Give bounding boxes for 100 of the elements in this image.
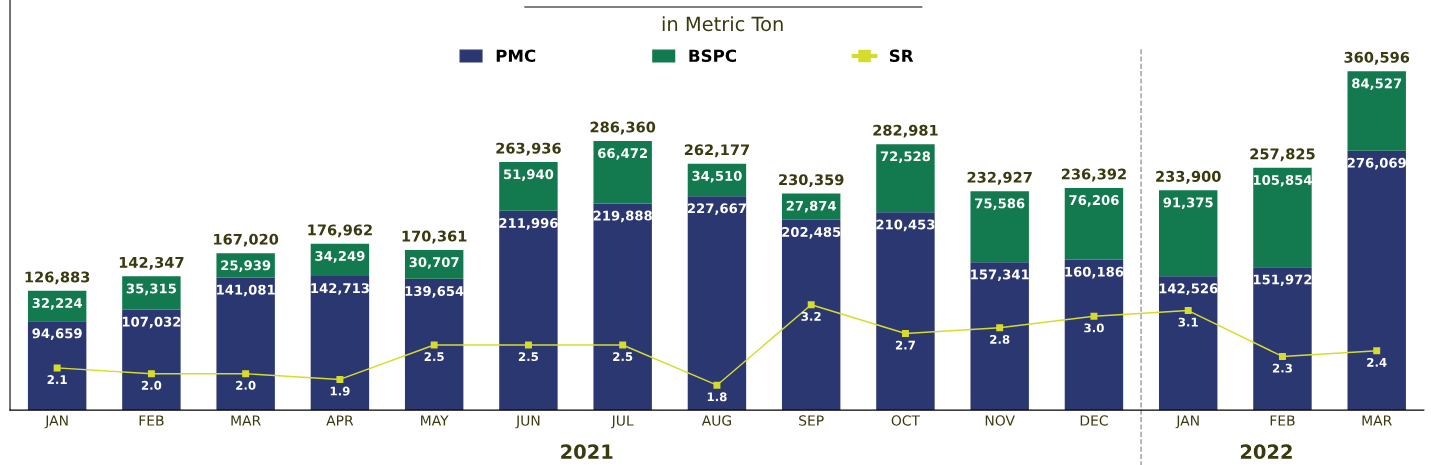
x-tick-label: MAR: [1362, 415, 1392, 426]
legend-label: BSPC: [689, 49, 736, 63]
x-tick-label: OCT: [891, 415, 921, 426]
x-tick-label: SEP: [799, 415, 824, 426]
total-label: 167,020: [214, 233, 279, 247]
bar: [122, 276, 181, 310]
data-label: 27,874: [786, 200, 837, 213]
total-label: 257,825: [1250, 148, 1315, 162]
point: [430, 341, 438, 349]
bar: [122, 309, 181, 411]
point: [1373, 347, 1381, 355]
data-label: 66,472: [598, 148, 647, 160]
bar: [404, 278, 464, 411]
data-label: 51,940: [503, 169, 554, 181]
bar: [593, 203, 652, 411]
data-label: 84,527: [1352, 78, 1402, 91]
bar: [876, 212, 935, 411]
bar: [1253, 267, 1312, 411]
data-label: 105,854: [1253, 174, 1312, 187]
total-label: 360,596: [1344, 51, 1410, 65]
x-tick-label: FEB: [1270, 415, 1295, 426]
total-label: 230,359: [779, 174, 844, 188]
point: [147, 370, 155, 378]
point: [524, 341, 532, 349]
point: [336, 375, 344, 383]
data-label: 3.1: [1178, 317, 1198, 327]
point: [713, 381, 721, 389]
total-label: 282,981: [873, 124, 938, 138]
total-label: 233,900: [1156, 170, 1221, 184]
data-label: 2.8: [990, 334, 1010, 344]
point: [619, 341, 627, 349]
data-label: 1.8: [707, 392, 727, 402]
bar: [499, 210, 558, 411]
point: [807, 301, 815, 309]
data-label: 2.1: [47, 375, 67, 384]
data-label: 1.9: [330, 386, 350, 396]
data-label: 34,249: [315, 250, 365, 263]
bar: [593, 140, 652, 204]
bar: [970, 191, 1029, 263]
x-tick-label: FEB: [139, 415, 164, 426]
bar: [1347, 150, 1406, 411]
data-label: 2.7: [895, 340, 915, 350]
bar: [1064, 259, 1124, 411]
total-label: 232,927: [967, 171, 1032, 185]
point: [242, 370, 250, 378]
data-label: 34,510: [692, 170, 742, 183]
total-label: 142,347: [119, 256, 184, 270]
bar: [27, 321, 87, 411]
data-label: 210,453: [876, 219, 935, 232]
total-label: 176,962: [308, 224, 372, 238]
point: [1278, 353, 1286, 360]
data-label: 2.0: [141, 380, 162, 390]
data-label: 30,707: [409, 257, 459, 269]
x-tick-label: JAN: [1175, 415, 1199, 429]
data-label: 94,659: [32, 328, 82, 340]
total-label: 286,360: [590, 121, 656, 135]
bar: [1347, 71, 1406, 151]
data-label: 2.5: [518, 352, 539, 362]
point: [1090, 312, 1098, 320]
x-tick-label: JUN: [515, 415, 540, 429]
data-label: 142,713: [311, 283, 369, 295]
data-label: 2.4: [1367, 357, 1387, 367]
data-label: 76,206: [1069, 195, 1119, 207]
chart-title: in Metric Ton: [662, 16, 783, 32]
bar: [1158, 190, 1218, 277]
total-label: 126,883: [25, 271, 90, 285]
point: [996, 324, 1004, 332]
data-label: 276,069: [1347, 157, 1406, 170]
data-label: 211,996: [499, 218, 558, 230]
point: [901, 330, 909, 337]
bar: [876, 144, 935, 213]
bar: [310, 275, 370, 411]
x-tick-label: JUL: [610, 415, 634, 429]
total-label: 263,936: [496, 142, 561, 156]
data-label: 3.2: [801, 311, 821, 321]
legend-label: PMC: [496, 49, 536, 63]
bar: [1158, 276, 1218, 411]
data-label: 2.3: [1272, 363, 1292, 373]
x-tick-label: DEC: [1080, 415, 1108, 426]
x-tick-label: JAN: [44, 415, 68, 429]
point: [53, 364, 61, 372]
data-label: 32,224: [32, 298, 82, 310]
data-label: 75,586: [975, 198, 1025, 211]
data-label: 25,939: [221, 260, 271, 272]
bar: [687, 196, 747, 411]
data-label: 3.0: [1084, 323, 1104, 333]
data-label: 151,972: [1253, 274, 1312, 287]
text: 2022: [1240, 444, 1292, 460]
x-tick-label: MAY: [421, 415, 449, 426]
x-tick-label: APR: [326, 415, 354, 426]
x-tick-label: AUG: [701, 415, 732, 426]
data-label: 219,888: [593, 210, 652, 223]
data-label: 141,081: [217, 284, 275, 297]
data-label: 2.0: [236, 380, 256, 390]
data-label: 227,667: [687, 203, 746, 215]
bar: [499, 162, 558, 211]
data-label: 157,341: [971, 269, 1029, 282]
text: 2021: [561, 444, 613, 460]
bar: [1064, 187, 1124, 260]
bar: [781, 219, 841, 411]
